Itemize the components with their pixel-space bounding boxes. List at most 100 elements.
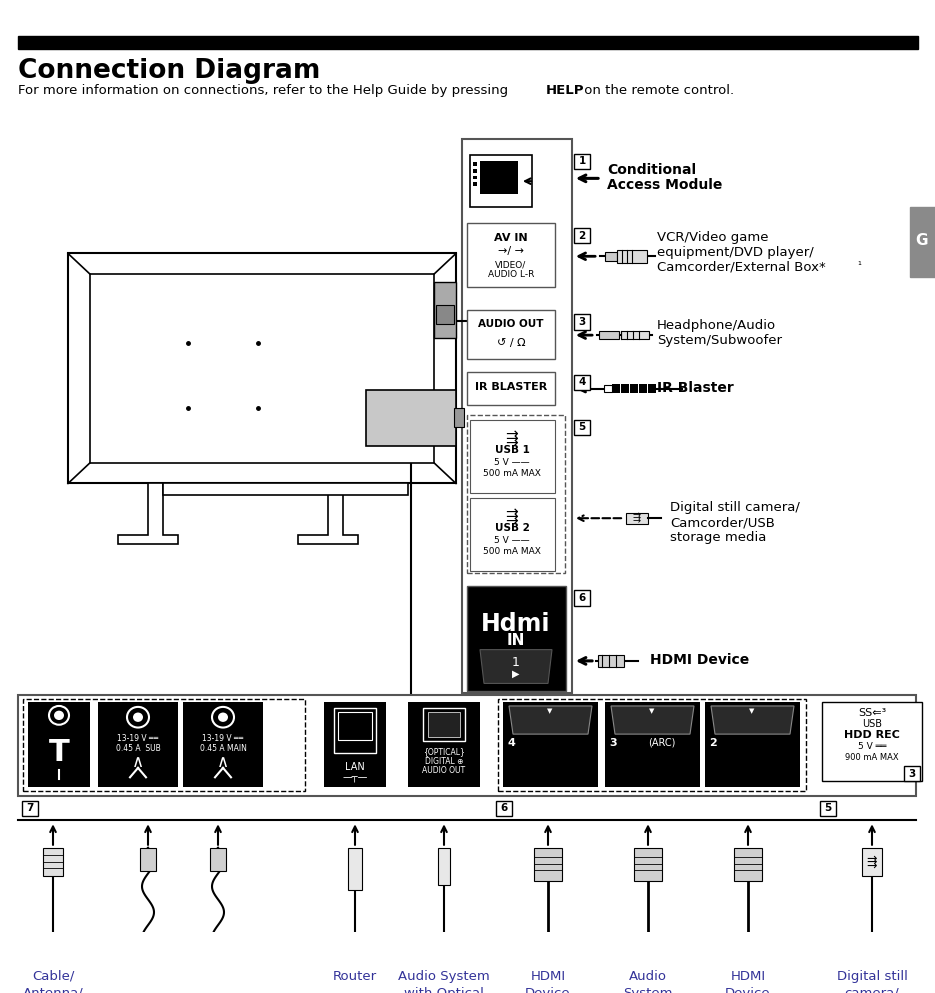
- Bar: [68, 253, 456, 484]
- Text: ⇶: ⇶: [506, 431, 518, 446]
- Text: Camcorder/USB: Camcorder/USB: [670, 516, 775, 529]
- Text: USB: USB: [862, 719, 882, 729]
- Text: USB 1: USB 1: [495, 445, 529, 455]
- Bar: [647, 384, 648, 393]
- Text: AUDIO OUT: AUDIO OUT: [423, 766, 466, 776]
- Text: 3: 3: [909, 769, 915, 779]
- Text: SS⇐³: SS⇐³: [858, 708, 886, 718]
- Bar: [473, 176, 477, 180]
- Bar: [612, 384, 620, 393]
- Text: System/Subwoofer: System/Subwoofer: [657, 335, 782, 348]
- Bar: [98, 702, 178, 786]
- Bar: [599, 332, 619, 339]
- Text: IN: IN: [507, 633, 525, 647]
- Bar: [734, 848, 762, 881]
- Text: 7: 7: [26, 803, 34, 813]
- Bar: [910, 207, 935, 277]
- Bar: [470, 155, 532, 207]
- Bar: [480, 161, 518, 195]
- Text: Connection Diagram: Connection Diagram: [18, 59, 321, 84]
- Text: 900 mA MAX: 900 mA MAX: [845, 753, 899, 762]
- Text: {OPTICAL}: {OPTICAL}: [423, 748, 465, 757]
- Bar: [617, 249, 647, 263]
- Bar: [467, 415, 565, 573]
- Text: 500 mA MAX: 500 mA MAX: [483, 470, 541, 479]
- Bar: [366, 389, 456, 446]
- Bar: [621, 384, 629, 393]
- Bar: [434, 282, 456, 338]
- Text: on the remote control.: on the remote control.: [580, 84, 734, 97]
- Text: Conditional: Conditional: [607, 163, 697, 178]
- Bar: [324, 702, 386, 786]
- Polygon shape: [711, 706, 794, 734]
- Text: Camcorder/External Box*: Camcorder/External Box*: [657, 261, 826, 274]
- Text: Hdmi: Hdmi: [482, 612, 551, 637]
- Bar: [163, 484, 408, 495]
- Text: 1: 1: [512, 656, 520, 669]
- Text: storage media: storage media: [670, 531, 767, 544]
- Text: 5 V ——: 5 V ——: [495, 536, 530, 545]
- Bar: [638, 384, 639, 393]
- Text: —┬—: —┬—: [342, 773, 367, 782]
- Bar: [574, 154, 590, 169]
- Text: VCR/Video game: VCR/Video game: [657, 231, 769, 244]
- Bar: [598, 655, 624, 666]
- Bar: [496, 800, 512, 816]
- Text: AV IN: AV IN: [495, 232, 528, 243]
- Text: 3: 3: [610, 738, 617, 748]
- Text: 500 mA MAX: 500 mA MAX: [483, 547, 541, 556]
- Text: Access Module: Access Module: [607, 179, 723, 193]
- Text: VIDEO/: VIDEO/: [496, 261, 526, 270]
- Bar: [210, 848, 226, 871]
- Text: USB 2: USB 2: [495, 523, 529, 533]
- Circle shape: [218, 713, 228, 722]
- Text: 4: 4: [579, 377, 585, 387]
- Text: HDMI
Device: HDMI Device: [726, 970, 770, 993]
- Bar: [470, 420, 555, 493]
- Bar: [473, 169, 477, 173]
- Text: AUDIO OUT: AUDIO OUT: [478, 319, 544, 330]
- Text: ∧: ∧: [132, 754, 144, 772]
- Polygon shape: [118, 484, 178, 544]
- Bar: [621, 332, 649, 339]
- Bar: [18, 36, 918, 49]
- Text: HELP: HELP: [546, 84, 584, 97]
- Bar: [604, 385, 612, 392]
- Text: HDD REC: HDD REC: [844, 731, 899, 741]
- Text: ¹: ¹: [857, 261, 861, 271]
- Text: IN: IN: [672, 763, 692, 780]
- Text: →/ →: →/ →: [498, 246, 524, 256]
- Bar: [574, 315, 590, 330]
- Bar: [22, 800, 38, 816]
- Text: 5 V ══: 5 V ══: [857, 742, 886, 751]
- Bar: [648, 384, 656, 393]
- Text: DIGITAL ⊕: DIGITAL ⊕: [424, 757, 463, 766]
- Text: HDMI
Device: HDMI Device: [525, 970, 570, 993]
- Circle shape: [127, 707, 149, 728]
- Text: equipment/DVD player/: equipment/DVD player/: [657, 246, 813, 259]
- Text: 5: 5: [825, 803, 831, 813]
- Text: ▼: ▼: [749, 708, 755, 714]
- Bar: [862, 848, 882, 876]
- Text: 5: 5: [579, 422, 585, 432]
- Bar: [605, 251, 617, 261]
- Bar: [574, 374, 590, 389]
- Bar: [473, 163, 477, 166]
- Text: 13-19 V ══: 13-19 V ══: [202, 734, 244, 743]
- Bar: [574, 420, 590, 435]
- Bar: [438, 848, 450, 886]
- Bar: [639, 384, 647, 393]
- Bar: [822, 702, 922, 781]
- Bar: [476, 646, 555, 686]
- Bar: [183, 702, 263, 786]
- Bar: [467, 586, 566, 691]
- Text: ⇶: ⇶: [633, 513, 641, 523]
- Bar: [408, 702, 480, 786]
- Text: 2: 2: [709, 738, 717, 748]
- Text: Audio System
with Optical: Audio System with Optical: [398, 970, 490, 993]
- Bar: [423, 708, 465, 741]
- Polygon shape: [298, 484, 358, 544]
- Bar: [620, 384, 621, 393]
- Text: ∧: ∧: [217, 754, 229, 772]
- Polygon shape: [611, 706, 694, 734]
